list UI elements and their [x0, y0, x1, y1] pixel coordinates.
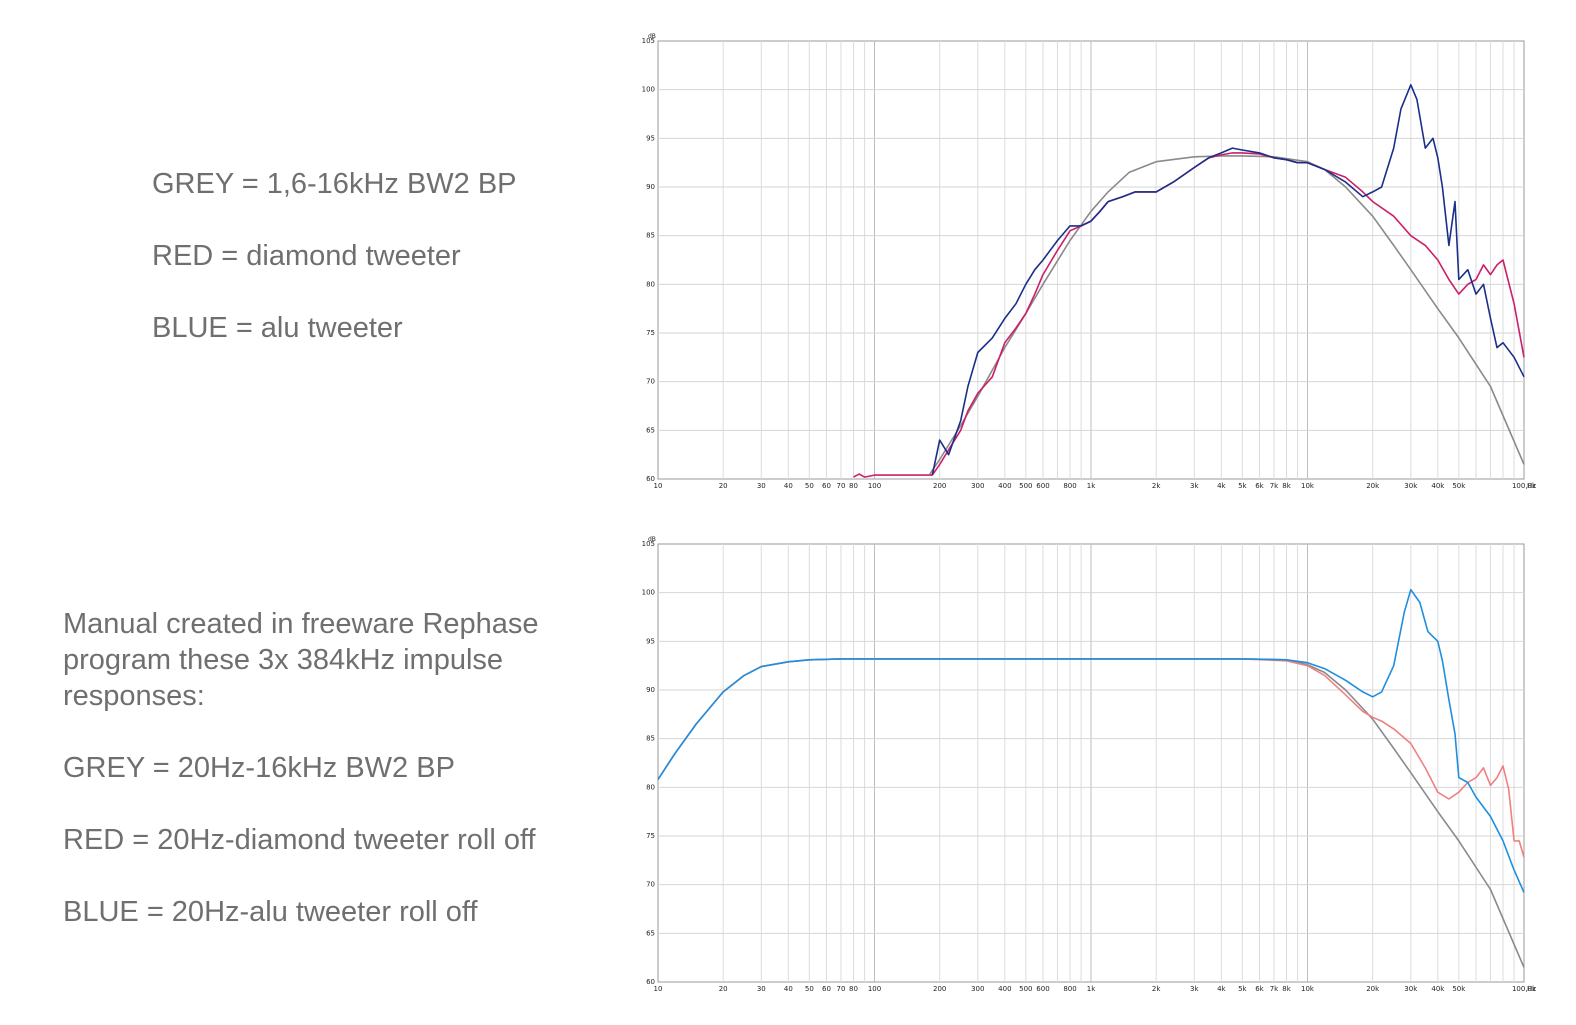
y-tick-label: 105 — [642, 540, 655, 548]
legend-top: GREY = 1,6-16kHz BW2 BP RED = diamond tw… — [152, 166, 517, 382]
y-tick-label: 70 — [646, 378, 655, 386]
x-tick-label: 800 — [1063, 482, 1076, 490]
x-tick-label: 30 — [757, 482, 766, 490]
x-tick-label: 10k — [1301, 482, 1315, 490]
y-tick-label: 105 — [642, 37, 655, 45]
x-tick-label: 500 — [1019, 985, 1032, 993]
x-tick-label: 6k — [1255, 985, 1264, 993]
series-line-2 — [657, 588, 1525, 893]
x-tick-label: 100,0k — [1512, 482, 1537, 490]
x-tick-label: 10k — [1301, 985, 1315, 993]
x-tick-label: 80 — [849, 985, 858, 993]
x-tick-label: 70 — [837, 985, 846, 993]
x-tick-label: 500 — [1019, 482, 1032, 490]
y-tick-label: 80 — [646, 280, 655, 288]
x-tick-label: 300 — [971, 482, 984, 490]
x-tick-label: 50k — [1452, 985, 1466, 993]
y-tick-label: 100 — [642, 589, 655, 597]
x-tick-label: 100 — [868, 482, 881, 490]
x-tick-label: 4k — [1217, 482, 1226, 490]
y-tick-label: 65 — [646, 426, 655, 434]
y-tick-label: 60 — [646, 978, 655, 986]
y-tick-label: 85 — [646, 232, 655, 240]
x-tick-label: 30 — [757, 985, 766, 993]
x-tick-label: 10 — [654, 482, 663, 490]
x-tick-label: 600 — [1036, 985, 1049, 993]
x-tick-label: 6k — [1255, 482, 1264, 490]
x-tick-label: 40k — [1431, 482, 1445, 490]
x-tick-label: 50 — [805, 482, 814, 490]
y-tick-label: 85 — [646, 735, 655, 743]
legend-blue-text: BLUE = 20Hz-alu tweeter roll off — [63, 896, 478, 928]
legend-grey-text: GREY = 20Hz-16kHz BW2 BP — [63, 752, 455, 784]
x-tick-label: 300 — [971, 985, 984, 993]
series-line-0 — [929, 155, 1525, 475]
x-tick-label: 60 — [822, 482, 831, 490]
x-tick-label: 3k — [1190, 482, 1199, 490]
y-tick-label: 80 — [646, 783, 655, 791]
x-tick-label: 100,0k — [1512, 985, 1537, 993]
x-tick-label: 1k — [1087, 985, 1096, 993]
x-tick-label: 3k — [1190, 985, 1199, 993]
legend-red-text: RED = diamond tweeter — [152, 240, 461, 272]
x-tick-label: 400 — [998, 985, 1011, 993]
x-tick-label: 7k — [1270, 985, 1279, 993]
x-tick-label: 2k — [1152, 985, 1161, 993]
x-unit-label: Hz — [1527, 482, 1536, 490]
x-tick-label: 20 — [719, 482, 728, 490]
x-tick-label: 5k — [1238, 985, 1247, 993]
x-tick-label: 40k — [1431, 985, 1445, 993]
x-tick-label: 2k — [1152, 482, 1161, 490]
x-tick-label: 20 — [719, 985, 728, 993]
x-tick-label: 4k — [1217, 985, 1226, 993]
x-tick-label: 800 — [1063, 985, 1076, 993]
x-tick-label: 200 — [933, 482, 946, 490]
x-tick-label: 50 — [805, 985, 814, 993]
legend-grey-text: GREY = 1,6-16kHz BW2 BP — [152, 168, 517, 200]
x-tick-label: 400 — [998, 482, 1011, 490]
y-unit-label: dB — [648, 33, 656, 40]
y-tick-label: 90 — [646, 686, 655, 694]
x-tick-label: 7k — [1270, 482, 1279, 490]
x-tick-label: 30k — [1404, 985, 1418, 993]
x-tick-label: 80 — [849, 482, 858, 490]
x-tick-label: 8k — [1282, 985, 1291, 993]
y-tick-label: 60 — [646, 475, 655, 483]
y-tick-label: 90 — [646, 183, 655, 191]
y-tick-label: 70 — [646, 881, 655, 889]
x-tick-label: 40 — [784, 482, 793, 490]
x-tick-label: 30k — [1404, 482, 1418, 490]
legend-red-text: RED = 20Hz-diamond tweeter roll off — [63, 824, 536, 856]
x-tick-label: 40 — [784, 985, 793, 993]
x-tick-label: 8k — [1282, 482, 1291, 490]
x-tick-label: 10 — [654, 985, 663, 993]
y-tick-label: 95 — [646, 637, 655, 645]
x-tick-label: 200 — [933, 985, 946, 993]
legend-blue-text: BLUE = alu tweeter — [152, 312, 403, 344]
series-line-2 — [931, 84, 1525, 476]
y-tick-label: 95 — [646, 134, 655, 142]
x-tick-label: 100 — [868, 985, 881, 993]
x-tick-label: 60 — [822, 985, 831, 993]
x-tick-label: 50k — [1452, 482, 1466, 490]
x-tick-label: 600 — [1036, 482, 1049, 490]
y-tick-label: 75 — [646, 832, 655, 840]
x-tick-label: 70 — [837, 482, 846, 490]
x-tick-label: 20k — [1366, 482, 1380, 490]
y-tick-label: 75 — [646, 329, 655, 337]
x-tick-label: 1k — [1087, 482, 1096, 490]
x-unit-label: Hz — [1527, 985, 1536, 993]
legend-intro-text: Manual created in freeware Rephase progr… — [63, 608, 539, 712]
y-tick-label: 65 — [646, 929, 655, 937]
x-tick-label: 5k — [1238, 482, 1247, 490]
y-unit-label: dB — [648, 536, 656, 543]
y-tick-label: 100 — [642, 86, 655, 94]
legend-bottom: Manual created in freeware Rephase progr… — [63, 606, 603, 930]
x-tick-label: 20k — [1366, 985, 1380, 993]
